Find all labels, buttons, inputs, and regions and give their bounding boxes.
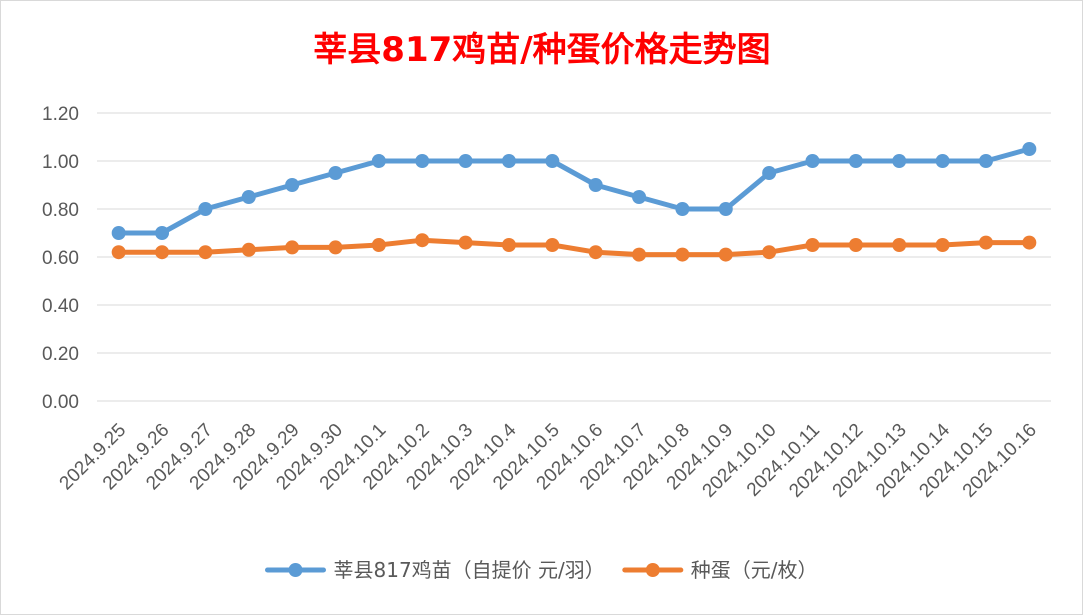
data-point [588, 178, 603, 192]
data-point [892, 238, 907, 252]
data-point [978, 235, 993, 250]
series-line [116, 146, 1032, 236]
data-point [1022, 235, 1037, 250]
data-point [371, 154, 386, 168]
data-point [545, 238, 560, 252]
legend-label: 莘县817鸡苗（自提价 元/羽） [334, 558, 605, 582]
x-axis-tick-labels: 2024.9.252024.9.262024.9.272024.9.282024… [56, 419, 1041, 501]
legend: 莘县817鸡苗（自提价 元/羽） 种蛋（元/枚） [265, 558, 818, 582]
data-point [241, 190, 256, 204]
data-point [371, 238, 386, 252]
series-2 [111, 233, 1037, 262]
data-point [588, 245, 603, 260]
data-point [718, 247, 733, 262]
data-point [718, 202, 733, 216]
data-point [978, 154, 993, 168]
data-point [111, 226, 126, 240]
data-point [805, 154, 820, 168]
chart-title: 莘县817鸡苗/种蛋价格走势图 [313, 30, 770, 70]
data-point [762, 245, 777, 260]
data-point [848, 238, 863, 252]
data-point [632, 247, 647, 262]
series-layer [111, 142, 1037, 262]
data-point [198, 202, 213, 216]
data-point [762, 166, 777, 180]
data-point [241, 242, 256, 257]
data-point [415, 154, 430, 168]
data-point [805, 238, 820, 252]
legend-entry: 种蛋（元/枚） [622, 558, 818, 582]
data-point [328, 240, 343, 255]
y-tick-label: 0.00 [42, 392, 79, 413]
legend-label: 种蛋（元/枚） [691, 558, 818, 582]
y-tick-label: 0.60 [42, 248, 79, 269]
y-tick-label: 1.20 [42, 104, 79, 125]
data-point [111, 245, 126, 260]
data-point [198, 245, 213, 260]
data-point [675, 247, 690, 262]
data-point [415, 233, 430, 248]
data-point [935, 154, 950, 168]
legend-entry: 莘县817鸡苗（自提价 元/羽） [265, 558, 605, 582]
y-tick-label: 1.00 [42, 152, 79, 173]
data-point [848, 154, 863, 168]
data-point [328, 166, 343, 180]
y-tick-label: 0.40 [42, 296, 79, 317]
legend-marker [288, 563, 303, 577]
legend-marker [645, 563, 660, 577]
data-point [285, 240, 300, 255]
data-point [675, 202, 690, 216]
data-point [501, 238, 516, 252]
series-1 [111, 142, 1037, 240]
data-point [1022, 142, 1037, 156]
data-point [892, 154, 907, 168]
data-point [935, 238, 950, 252]
y-tick-label: 0.80 [42, 200, 79, 221]
y-axis-tick-labels: 0.00 0.20 0.40 0.60 0.80 1.00 1.20 [42, 104, 79, 413]
gridlines [97, 112, 1051, 402]
data-point [285, 178, 300, 192]
data-point [545, 154, 560, 168]
series-line [116, 237, 1032, 258]
y-tick-label: 0.20 [42, 344, 79, 365]
data-point [458, 235, 473, 250]
data-point [501, 154, 516, 168]
data-point [632, 190, 647, 204]
data-point [458, 154, 473, 168]
data-point [155, 226, 170, 240]
data-point [155, 245, 170, 260]
